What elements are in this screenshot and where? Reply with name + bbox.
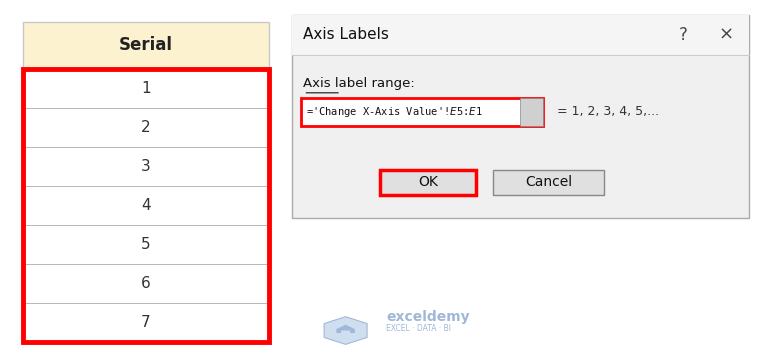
Text: 5: 5 <box>141 237 151 252</box>
Polygon shape <box>324 317 367 344</box>
Bar <box>23 264 269 303</box>
Text: = 1, 2, 3, 4, 5,...: = 1, 2, 3, 4, 5,... <box>557 106 659 118</box>
Bar <box>23 303 269 342</box>
Text: 7: 7 <box>141 315 151 330</box>
Text: EXCEL · DATA · BI: EXCEL · DATA · BI <box>386 324 452 333</box>
Bar <box>23 69 269 342</box>
Bar <box>23 108 269 147</box>
Polygon shape <box>336 325 355 333</box>
Text: Axis label range:: Axis label range: <box>303 77 415 90</box>
Bar <box>520 98 543 126</box>
Bar <box>23 69 269 108</box>
Text: ?: ? <box>679 25 688 44</box>
Text: OK: OK <box>419 175 438 189</box>
Text: 4: 4 <box>141 198 151 213</box>
Bar <box>292 15 749 55</box>
Text: 6: 6 <box>141 276 151 291</box>
Text: 2: 2 <box>141 120 151 135</box>
Text: 3: 3 <box>141 159 151 174</box>
Text: ×: × <box>718 25 733 44</box>
Bar <box>493 170 604 195</box>
Text: 1: 1 <box>141 81 151 96</box>
Text: exceldemy: exceldemy <box>386 310 470 324</box>
Bar <box>23 225 269 264</box>
Bar <box>23 186 269 225</box>
Text: Serial: Serial <box>119 36 173 55</box>
Bar <box>23 22 269 69</box>
Bar <box>301 98 543 126</box>
Bar <box>380 170 476 195</box>
Bar <box>23 147 269 186</box>
Bar <box>292 15 749 218</box>
Text: ='Change X-Axis Value'!$E$5:$E$1: ='Change X-Axis Value'!$E$5:$E$1 <box>306 105 483 119</box>
Text: Axis Labels: Axis Labels <box>303 27 389 42</box>
Text: Cancel: Cancel <box>525 175 572 189</box>
